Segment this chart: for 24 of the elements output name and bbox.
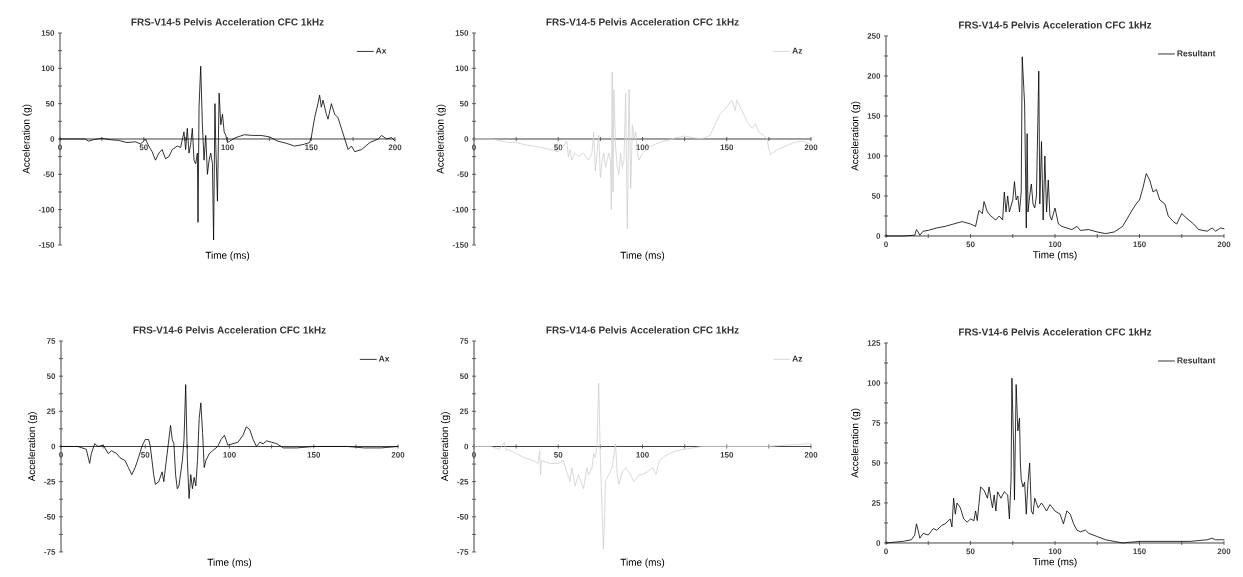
legend-label: Az: [792, 47, 803, 54]
x-axis-title: Time (ms): [1033, 250, 1077, 261]
y-axis-title: Acceleration (g): [436, 104, 446, 174]
x-axis-title: Time (ms): [620, 251, 665, 261]
x-axis-title: Time (ms): [207, 558, 252, 568]
chart-title: FRS-V14-5 Pelvis Acceleration CFC 1kHz: [959, 21, 1152, 29]
legend-label: Resultant: [1177, 50, 1216, 57]
chart-title: FRS-V14-6 Pelvis Acceleration CFC 1kHz: [959, 328, 1152, 336]
chart-title: FRS-V14-5 Pelvis Acceleration CFC 1kHz: [131, 18, 324, 26]
x-axis-title: Time (ms): [205, 251, 250, 261]
chart-title: FRS-V14-6 Pelvis Acceleration CFC 1kHz: [133, 326, 326, 334]
legend-label: Az: [792, 355, 803, 362]
y-axis-title: Acceleration (g): [851, 101, 861, 171]
chart-title: FRS-V14-5 Pelvis Acceleration CFC 1kHz: [546, 18, 739, 26]
y-axis-title: Acceleration (g): [440, 412, 451, 482]
legend-label: Ax: [378, 355, 390, 362]
legend-label: Ax: [375, 47, 387, 54]
legend-label: Resultant: [1177, 357, 1216, 364]
y-axis-title: Acceleration (g): [851, 408, 861, 478]
x-axis-title: Time (ms): [1033, 557, 1077, 568]
x-axis-title: Time (ms): [620, 558, 665, 568]
y-axis-title: Acceleration (g): [27, 412, 38, 482]
chart-title: FRS-V14-6 Pelvis Acceleration CFC 1kHz: [546, 326, 739, 334]
y-axis-title: Acceleration (g): [22, 104, 32, 174]
